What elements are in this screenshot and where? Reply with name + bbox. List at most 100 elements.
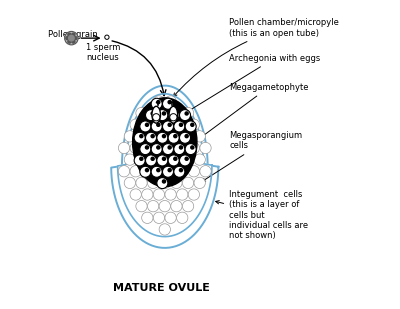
Circle shape	[165, 119, 176, 130]
Circle shape	[162, 135, 166, 138]
Circle shape	[153, 189, 165, 200]
Circle shape	[162, 180, 166, 183]
Circle shape	[142, 212, 153, 223]
Circle shape	[146, 169, 148, 172]
Ellipse shape	[169, 106, 178, 123]
Circle shape	[165, 96, 176, 107]
Circle shape	[148, 154, 159, 165]
Circle shape	[124, 154, 136, 165]
Circle shape	[188, 189, 200, 200]
Circle shape	[191, 146, 194, 149]
Circle shape	[165, 189, 176, 200]
Circle shape	[157, 110, 168, 121]
Circle shape	[157, 146, 160, 149]
Circle shape	[185, 157, 188, 160]
Circle shape	[176, 212, 188, 223]
Circle shape	[182, 131, 194, 142]
Circle shape	[180, 123, 182, 126]
Circle shape	[118, 166, 130, 177]
Circle shape	[151, 112, 154, 115]
Circle shape	[171, 108, 182, 119]
Circle shape	[136, 154, 147, 165]
Circle shape	[176, 142, 188, 154]
Circle shape	[159, 154, 170, 165]
Circle shape	[153, 119, 165, 130]
Circle shape	[182, 108, 194, 119]
Circle shape	[162, 157, 166, 160]
Text: MATURE OVULE: MATURE OVULE	[113, 283, 210, 293]
Circle shape	[142, 189, 153, 200]
Circle shape	[157, 178, 168, 188]
Circle shape	[194, 131, 205, 142]
Circle shape	[151, 144, 162, 154]
Circle shape	[165, 212, 176, 223]
Text: Megasporangium
cells: Megasporangium cells	[202, 131, 302, 181]
Circle shape	[142, 166, 153, 177]
Circle shape	[168, 123, 171, 126]
Circle shape	[136, 177, 147, 188]
Circle shape	[176, 119, 188, 130]
Circle shape	[174, 166, 185, 177]
Circle shape	[168, 155, 179, 166]
Circle shape	[142, 119, 153, 130]
Circle shape	[151, 121, 162, 132]
Circle shape	[162, 98, 174, 109]
Circle shape	[148, 131, 159, 142]
Circle shape	[180, 132, 190, 143]
Circle shape	[168, 110, 179, 121]
Circle shape	[159, 108, 170, 119]
Circle shape	[168, 146, 171, 149]
Circle shape	[151, 98, 162, 109]
Circle shape	[191, 123, 194, 126]
Circle shape	[72, 40, 75, 43]
Circle shape	[159, 201, 170, 212]
Circle shape	[185, 135, 188, 138]
Circle shape	[148, 201, 159, 212]
Circle shape	[165, 166, 176, 177]
Circle shape	[200, 142, 211, 154]
Circle shape	[157, 101, 160, 104]
Circle shape	[148, 177, 159, 188]
Circle shape	[148, 108, 159, 119]
Circle shape	[180, 146, 182, 149]
Text: Archegonia with eggs: Archegonia with eggs	[186, 53, 320, 113]
Circle shape	[74, 36, 77, 40]
Text: Megagametophyte: Megagametophyte	[198, 83, 308, 140]
Circle shape	[174, 144, 185, 154]
Circle shape	[72, 33, 75, 36]
Circle shape	[153, 142, 165, 154]
Circle shape	[182, 177, 194, 188]
Circle shape	[159, 224, 170, 235]
Text: 1 sperm
nucleus: 1 sperm nucleus	[86, 43, 120, 62]
Circle shape	[168, 101, 171, 104]
Circle shape	[146, 146, 148, 149]
Circle shape	[69, 35, 74, 41]
Circle shape	[176, 189, 188, 200]
Circle shape	[171, 131, 182, 142]
Circle shape	[174, 121, 185, 132]
Circle shape	[168, 132, 179, 143]
Circle shape	[165, 142, 176, 154]
Circle shape	[124, 177, 136, 188]
Circle shape	[188, 166, 200, 177]
Circle shape	[130, 166, 141, 177]
Circle shape	[176, 166, 188, 177]
Text: Pollen grain: Pollen grain	[48, 30, 98, 39]
Circle shape	[146, 123, 148, 126]
Circle shape	[151, 135, 154, 138]
Circle shape	[171, 177, 182, 188]
Circle shape	[188, 119, 200, 130]
Circle shape	[146, 155, 156, 166]
Circle shape	[180, 169, 182, 172]
Circle shape	[170, 114, 177, 121]
Circle shape	[188, 142, 200, 154]
Circle shape	[182, 154, 194, 165]
Circle shape	[140, 144, 151, 154]
Circle shape	[118, 142, 130, 154]
Polygon shape	[111, 86, 218, 248]
Circle shape	[180, 110, 190, 121]
Circle shape	[185, 144, 196, 154]
Circle shape	[130, 189, 141, 200]
Circle shape	[157, 132, 168, 143]
Circle shape	[200, 166, 211, 177]
